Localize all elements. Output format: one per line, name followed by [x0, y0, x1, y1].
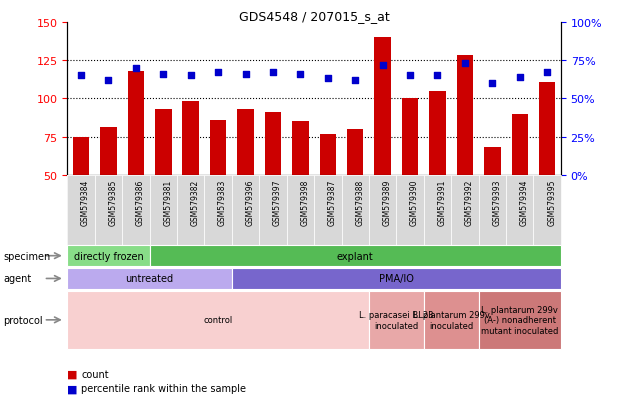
Text: control: control: [203, 316, 233, 325]
Text: GSM579393: GSM579393: [492, 179, 501, 225]
Point: [350, 78, 360, 84]
Text: GSM579396: GSM579396: [246, 179, 254, 225]
Bar: [402, 99, 419, 176]
Bar: [155, 110, 172, 176]
Point: [432, 73, 442, 79]
Text: L. plantarum 299v
(A-) nonadherent
mutant inoculated: L. plantarum 299v (A-) nonadherent mutan…: [481, 305, 558, 335]
Point: [296, 71, 306, 78]
Text: GSM579388: GSM579388: [355, 179, 364, 225]
Text: GSM579385: GSM579385: [108, 179, 117, 225]
Text: count: count: [81, 369, 109, 379]
Point: [186, 73, 196, 79]
Text: GSM579392: GSM579392: [465, 179, 474, 225]
Text: L. paracasei BL23
inoculated: L. paracasei BL23 inoculated: [359, 311, 433, 330]
Bar: [539, 82, 555, 176]
Text: GSM579383: GSM579383: [218, 179, 227, 225]
Bar: [237, 110, 254, 176]
Text: GSM579386: GSM579386: [136, 179, 145, 225]
Text: L. plantarum 299v
inoculated: L. plantarum 299v inoculated: [413, 311, 490, 330]
Text: explant: explant: [337, 251, 374, 261]
Text: ■: ■: [67, 369, 78, 379]
Point: [542, 70, 553, 76]
Text: GSM579387: GSM579387: [328, 179, 337, 225]
Bar: [456, 56, 473, 176]
Text: GSM579395: GSM579395: [547, 179, 556, 225]
Text: GSM579397: GSM579397: [273, 179, 282, 225]
Text: GSM579381: GSM579381: [163, 179, 172, 225]
Point: [378, 62, 388, 69]
Text: GSM579390: GSM579390: [410, 179, 419, 225]
Point: [460, 61, 470, 67]
Bar: [183, 102, 199, 176]
Point: [240, 71, 251, 78]
Text: GSM579398: GSM579398: [301, 179, 310, 225]
Bar: [73, 138, 89, 176]
Text: untreated: untreated: [126, 274, 174, 284]
Text: GSM579394: GSM579394: [520, 179, 529, 225]
Point: [76, 73, 86, 79]
Text: directly frozen: directly frozen: [74, 251, 144, 261]
Bar: [292, 122, 308, 176]
Point: [268, 70, 278, 76]
Text: GSM579389: GSM579389: [383, 179, 392, 225]
Point: [213, 70, 223, 76]
Text: specimen: specimen: [3, 251, 51, 261]
Bar: [429, 92, 445, 176]
Point: [131, 65, 141, 72]
Text: GDS4548 / 207015_s_at: GDS4548 / 207015_s_at: [238, 10, 390, 23]
Point: [158, 71, 169, 78]
Point: [322, 76, 333, 83]
Bar: [484, 148, 501, 176]
Bar: [320, 134, 336, 176]
Bar: [347, 130, 363, 176]
Point: [515, 74, 525, 81]
Text: GSM579382: GSM579382: [191, 179, 200, 225]
Bar: [374, 38, 391, 176]
Bar: [100, 128, 117, 176]
Text: PMA/IO: PMA/IO: [379, 274, 414, 284]
Bar: [265, 113, 281, 176]
Text: GSM579391: GSM579391: [437, 179, 447, 225]
Bar: [210, 121, 226, 176]
Bar: [128, 71, 144, 176]
Point: [487, 81, 497, 87]
Text: GSM579384: GSM579384: [81, 179, 90, 225]
Point: [405, 73, 415, 79]
Text: protocol: protocol: [3, 315, 43, 325]
Text: ■: ■: [67, 383, 78, 393]
Text: percentile rank within the sample: percentile rank within the sample: [81, 383, 246, 393]
Bar: [512, 114, 528, 176]
Point: [103, 78, 113, 84]
Text: agent: agent: [3, 274, 31, 284]
